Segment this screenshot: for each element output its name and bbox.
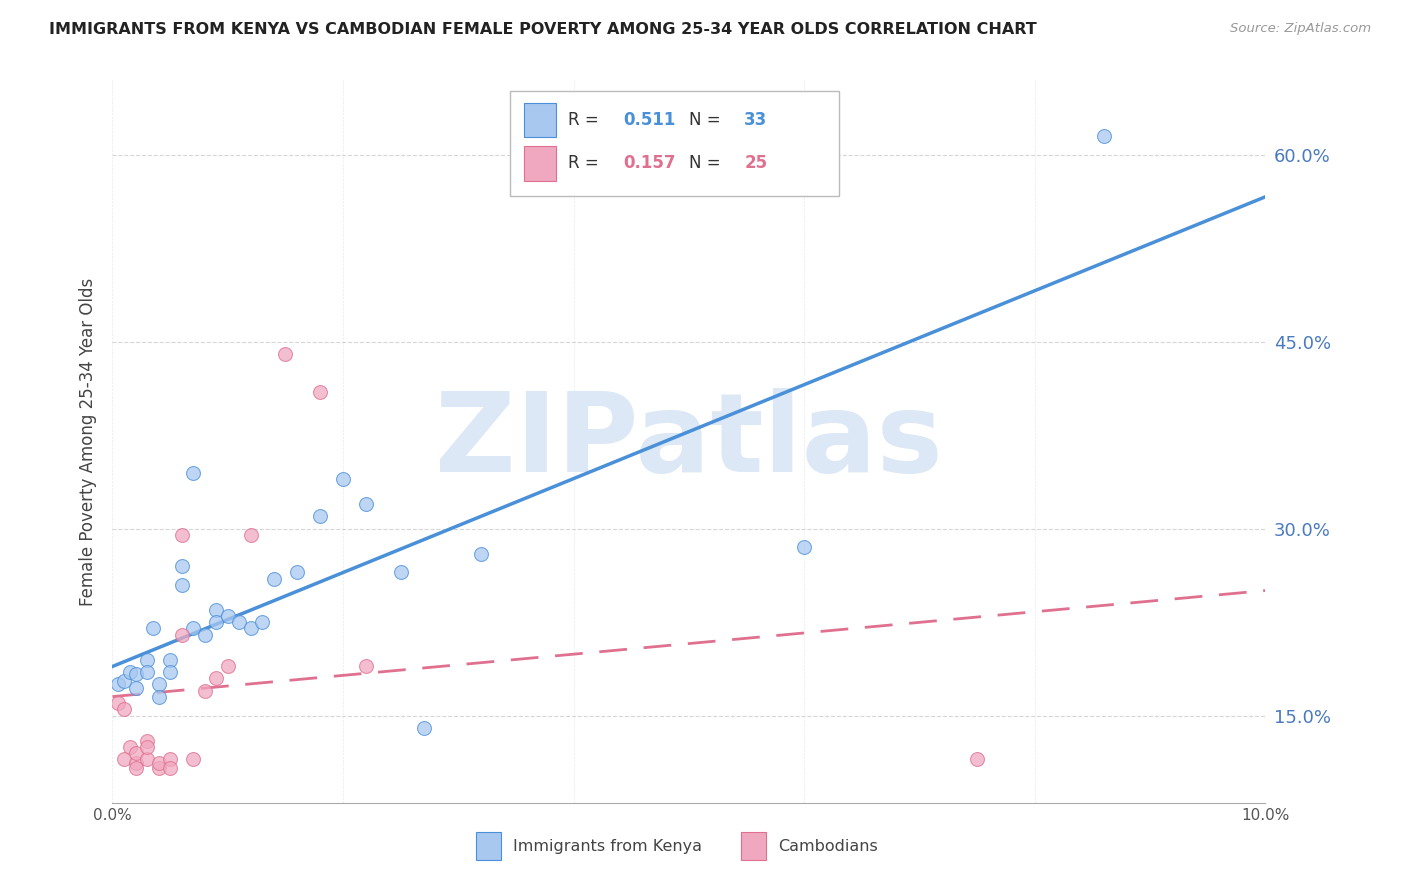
Point [966, 752, 988, 766]
FancyBboxPatch shape [475, 832, 501, 860]
Point [159, 652, 181, 666]
Text: Cambodians: Cambodians [778, 838, 877, 854]
Point [412, 721, 434, 735]
Text: R =: R = [568, 111, 605, 129]
Point [194, 683, 217, 698]
Point [205, 671, 228, 685]
Point [148, 756, 170, 770]
Point [274, 347, 297, 361]
Text: ZIPatlas: ZIPatlas [434, 388, 943, 495]
Point [107, 696, 129, 710]
Point [136, 739, 159, 754]
Text: N =: N = [689, 154, 725, 172]
Point [309, 509, 332, 524]
Point [159, 761, 181, 775]
Text: Source: ZipAtlas.com: Source: ZipAtlas.com [1230, 22, 1371, 36]
Point [181, 621, 204, 635]
Point [124, 756, 146, 770]
Point [239, 528, 262, 542]
Point [124, 761, 146, 775]
Point [112, 752, 135, 766]
Point [170, 627, 193, 641]
Point [205, 603, 228, 617]
Text: Immigrants from Kenya: Immigrants from Kenya [513, 838, 702, 854]
Text: R =: R = [568, 154, 605, 172]
Point [354, 658, 377, 673]
Point [354, 497, 377, 511]
Y-axis label: Female Poverty Among 25-34 Year Olds: Female Poverty Among 25-34 Year Olds [79, 277, 97, 606]
Point [170, 559, 193, 574]
FancyBboxPatch shape [524, 103, 557, 137]
Point [389, 566, 412, 580]
Point [263, 572, 285, 586]
Point [148, 690, 170, 704]
Point [217, 609, 239, 624]
Point [285, 566, 308, 580]
Point [159, 665, 181, 679]
FancyBboxPatch shape [510, 91, 839, 196]
Point [228, 615, 250, 630]
Point [205, 615, 228, 630]
FancyBboxPatch shape [524, 146, 557, 181]
Point [470, 547, 492, 561]
Point [124, 667, 146, 681]
Point [793, 541, 815, 555]
Point [252, 615, 274, 630]
Point [170, 528, 193, 542]
Point [118, 665, 141, 679]
Text: 0.511: 0.511 [623, 111, 676, 129]
Text: 33: 33 [744, 111, 768, 129]
Point [124, 746, 146, 760]
Point [309, 384, 332, 399]
Text: 0.157: 0.157 [623, 154, 676, 172]
Text: 25: 25 [744, 154, 768, 172]
Point [148, 677, 170, 691]
Point [136, 752, 159, 766]
Point [217, 658, 239, 673]
Point [118, 739, 141, 754]
Point [124, 681, 146, 696]
Point [159, 752, 181, 766]
Point [112, 702, 135, 716]
Point [1092, 129, 1115, 144]
Point [107, 677, 129, 691]
Point [148, 761, 170, 775]
Point [194, 627, 217, 641]
FancyBboxPatch shape [741, 832, 766, 860]
Point [239, 621, 262, 635]
Point [112, 673, 135, 688]
Point [181, 466, 204, 480]
Point [142, 621, 165, 635]
Text: IMMIGRANTS FROM KENYA VS CAMBODIAN FEMALE POVERTY AMONG 25-34 YEAR OLDS CORRELAT: IMMIGRANTS FROM KENYA VS CAMBODIAN FEMAL… [49, 22, 1038, 37]
Point [136, 733, 159, 747]
Point [136, 665, 159, 679]
Point [332, 472, 354, 486]
Point [181, 752, 204, 766]
Point [136, 652, 159, 666]
Point [170, 578, 193, 592]
Text: N =: N = [689, 111, 725, 129]
